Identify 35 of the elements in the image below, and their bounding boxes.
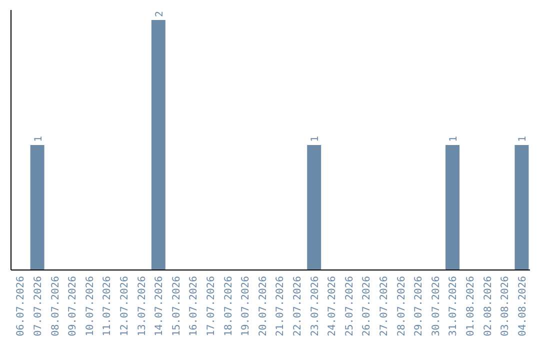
x-tick-label: 27.07.2026 [378,276,390,336]
x-tick-label: 31.07.2026 [448,276,460,336]
x-tick-label: 18.07.2026 [223,276,234,336]
data-label: 2 [154,10,166,17]
x-tick-label: 30.07.2026 [430,276,442,336]
data-label: 1 [33,136,44,142]
x-tick-label: 15.07.2026 [171,276,182,336]
x-tick-label: 20.07.2026 [258,276,269,336]
x-tick-label: 07.07.2026 [32,276,44,336]
x-tick-label: 17.07.2026 [206,276,217,336]
x-tick-label: 28.07.2026 [396,276,408,336]
x-tick-label: 12.07.2026 [119,276,130,336]
x-tick-label: 16.07.2026 [188,276,200,336]
x-tick-label: 25.07.2026 [344,276,356,336]
x-tick-label: 11.07.2026 [102,276,114,336]
x-tick-label: 14.07.2026 [154,276,166,336]
x-tick-label: 19.07.2026 [240,276,252,336]
x-tick-label: 21.07.2026 [275,276,286,336]
x-tick-label: 26.07.2026 [362,276,373,336]
x-tick-label: 29.07.2026 [414,276,425,336]
x-tick-label: 02.08.2026 [482,276,494,336]
data-label: 1 [310,136,322,142]
x-tick-label: 04.08.2026 [517,276,528,336]
x-tick-label: 06.07.2026 [16,276,27,336]
x-tick-label: 24.07.2026 [327,276,338,336]
data-label: 1 [518,136,529,142]
x-tick-label: 03.08.2026 [500,276,512,336]
x-tick-label: 22.07.2026 [292,276,304,336]
x-tick-label: 23.07.2026 [310,276,321,336]
x-tick-label: 13.07.2026 [136,276,148,336]
x-tick-label: 09.07.2026 [68,276,79,336]
x-tick-label: 08.07.2026 [50,276,62,336]
data-label: 1 [448,136,460,142]
x-tick-label: 10.07.2026 [84,276,96,336]
x-tick-label: 01.08.2026 [465,276,476,336]
